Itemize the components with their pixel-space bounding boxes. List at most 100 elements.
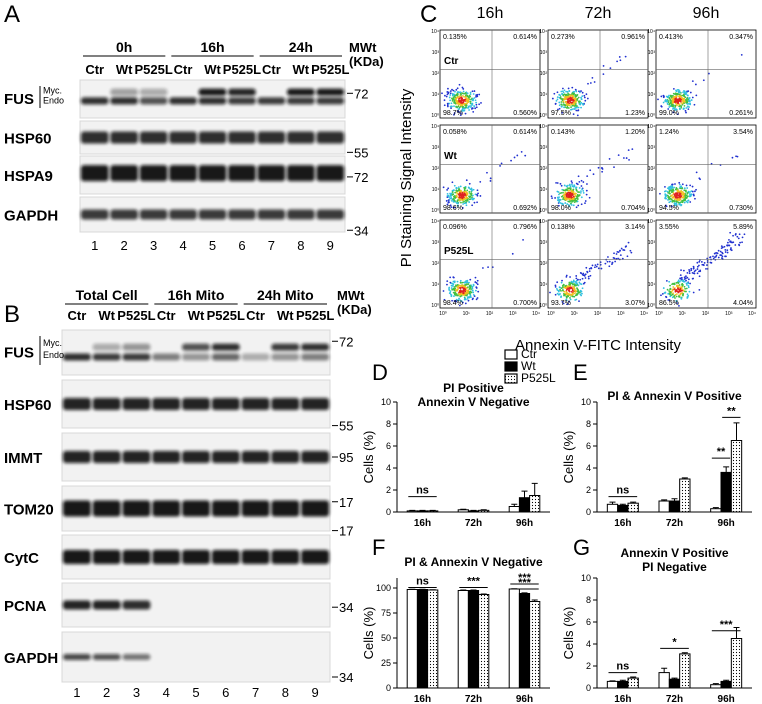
flow-dot	[673, 186, 676, 189]
error-bar	[723, 466, 730, 473]
lane-number: 9	[327, 238, 334, 253]
y-tick-label: 10³	[432, 240, 440, 246]
flow-dot	[686, 187, 689, 189]
blot-band	[152, 398, 181, 410]
flow-dot	[478, 93, 481, 96]
flow-dot	[668, 102, 671, 105]
flow-dot	[566, 195, 569, 198]
quadrant-percent: 0.961%	[621, 34, 645, 41]
y-tick-label: 10	[581, 573, 591, 583]
flow-dot	[467, 105, 470, 108]
time-header: Total Cell	[76, 287, 138, 303]
mw-marker: 34	[354, 223, 368, 238]
lane-label: Ctr	[85, 62, 104, 77]
blot-band	[92, 353, 121, 361]
flow-dot	[567, 93, 570, 96]
mw-header: (KDa)	[337, 302, 372, 317]
flow-dot	[668, 280, 671, 283]
blot-band	[92, 550, 121, 564]
fus-sublabel: Endo	[43, 96, 64, 106]
flow-dot	[452, 280, 455, 283]
flow-dot	[457, 102, 460, 105]
flow-dot	[549, 291, 551, 294]
quadrant-percent: 0.560%	[513, 110, 537, 117]
flow-dot	[677, 190, 680, 193]
quadrant-percent: 0.796%	[513, 224, 537, 231]
flow-dot	[571, 92, 574, 95]
flow-dot	[570, 194, 573, 197]
lane-label: P525L	[296, 308, 334, 323]
flow-dot	[453, 288, 456, 291]
flow-dot	[683, 100, 686, 103]
y-tick-label: 10²	[648, 261, 656, 267]
y-tick-label: 10⁰	[539, 303, 547, 309]
flow-dot	[450, 102, 453, 105]
chart-title: Annexin V Negative	[417, 395, 529, 409]
y-tick-label: 8	[586, 595, 591, 605]
flow-dot	[687, 278, 690, 281]
flow-dot	[696, 261, 699, 264]
flow-dot	[571, 294, 573, 297]
blot-band	[228, 88, 256, 96]
flow-dot	[454, 292, 457, 295]
flow-dot	[664, 194, 667, 197]
flow-dot	[573, 97, 575, 100]
flow-dot	[582, 190, 585, 192]
flow-dot	[446, 105, 449, 108]
error-bar	[460, 589, 467, 591]
flow-dot	[617, 154, 620, 157]
flow-dot	[563, 286, 566, 289]
flow-dot	[673, 193, 676, 196]
flow-dot	[683, 199, 686, 202]
flow-dot	[688, 290, 691, 293]
y-tick-label: 10¹	[648, 282, 656, 288]
flow-dot	[575, 189, 578, 192]
flow-dot	[698, 264, 700, 267]
flow-dot	[453, 295, 455, 298]
flow-dot	[671, 296, 674, 299]
flow-dot	[462, 101, 465, 104]
flow-dot	[675, 94, 678, 97]
flow-dot	[568, 187, 571, 190]
flow-dot	[459, 185, 462, 188]
flow-dot	[450, 107, 452, 109]
flow-dot	[466, 281, 469, 284]
flow-dot	[689, 194, 692, 197]
flow-dot	[717, 256, 720, 259]
flow-dot	[457, 299, 460, 302]
flow-dot	[706, 257, 709, 260]
quadrant-percent: 0.261%	[729, 110, 753, 117]
flow-dot	[687, 284, 690, 287]
lane-number: 1	[91, 238, 98, 253]
blot-band	[198, 131, 227, 144]
flow-dot	[455, 284, 457, 287]
blot-band	[62, 451, 91, 463]
flow-dot	[685, 275, 687, 278]
quadrant-percent: 3.14%	[625, 224, 645, 231]
flow-dot	[661, 292, 664, 295]
y-tick-label: 10⁴	[647, 29, 655, 35]
error-bar	[409, 509, 416, 511]
flow-dot	[560, 184, 563, 187]
blot-band	[257, 165, 286, 182]
flow-dot	[567, 98, 570, 101]
flow-dot	[453, 113, 455, 116]
flow-dot	[677, 288, 680, 291]
flow-dot	[691, 80, 694, 83]
flow-dot	[467, 286, 469, 289]
y-tick-label: 10³	[540, 145, 548, 151]
error-bar	[470, 589, 477, 591]
flow-dot	[452, 98, 455, 100]
flow-dot	[570, 204, 573, 206]
bar	[730, 440, 743, 513]
flow-dot	[595, 265, 598, 268]
flow-dot	[458, 111, 460, 113]
bar	[617, 680, 629, 689]
row-label: CytC	[4, 550, 39, 567]
flow-dot	[572, 279, 575, 282]
flow-dot	[616, 250, 619, 253]
flow-dot	[558, 107, 561, 110]
flow-dot	[665, 205, 668, 208]
flow-dot	[572, 113, 575, 116]
bar	[457, 590, 469, 689]
